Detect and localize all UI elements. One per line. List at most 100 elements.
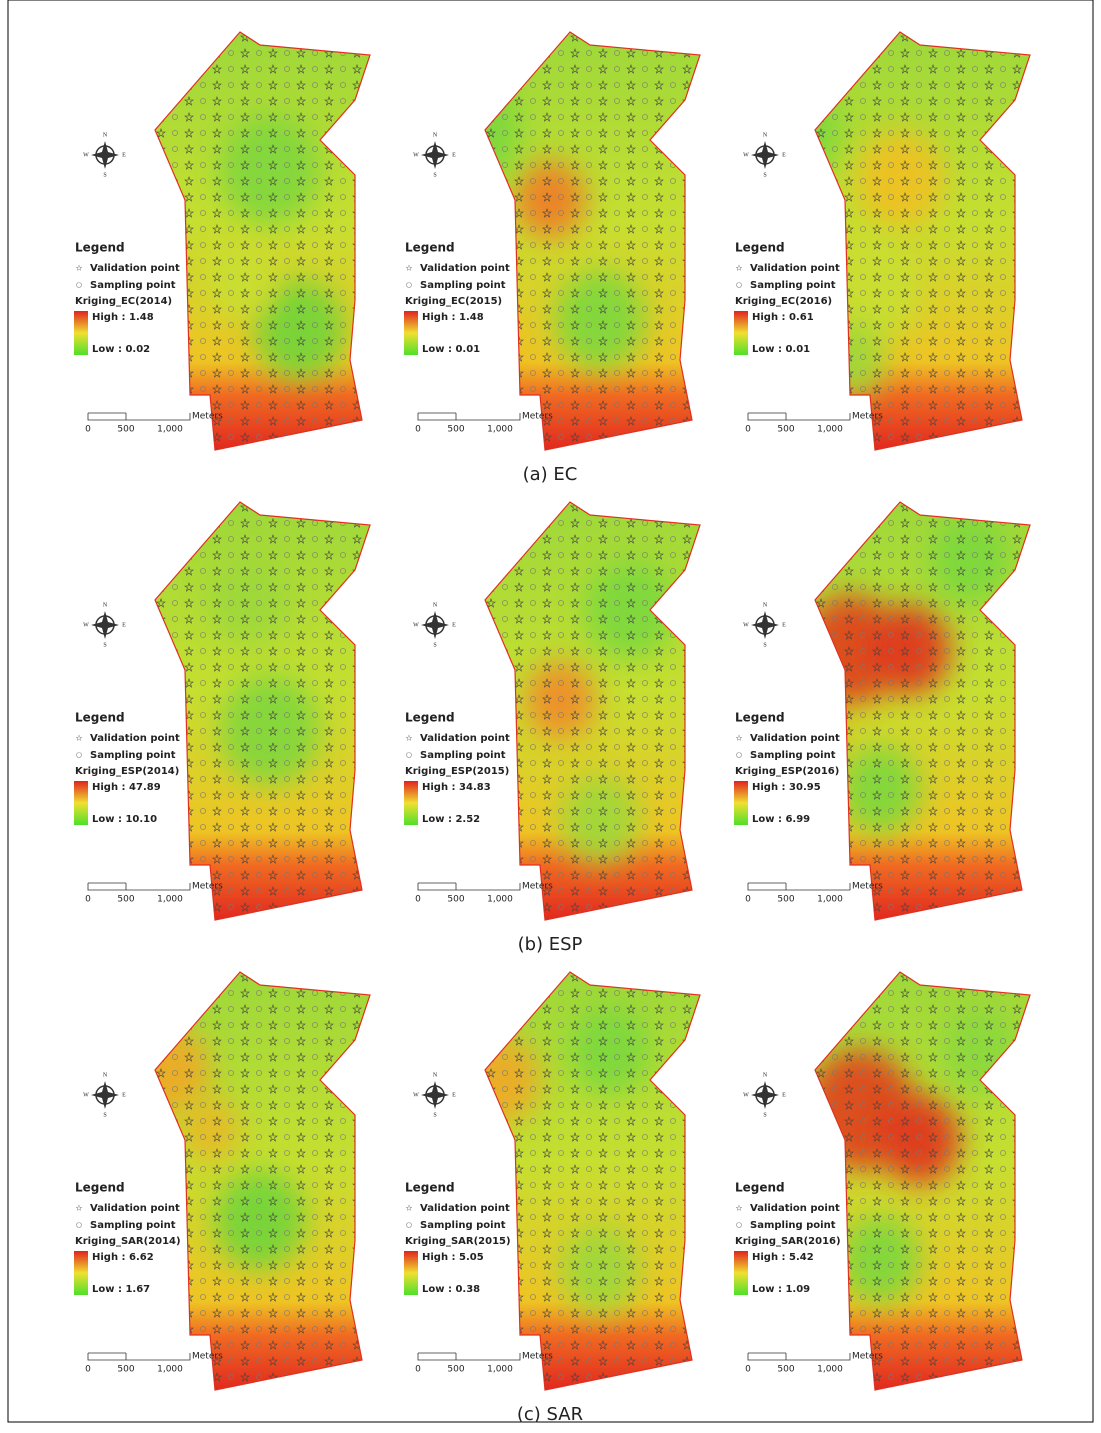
legend-circle [407,753,412,758]
kriging-surface [760,970,1030,1395]
compass-label: N [433,1072,438,1078]
scale-label: 1,000 [157,1365,183,1375]
caption: (c) SAR [517,1404,583,1425]
legend-high: High : 34.83 [422,782,491,793]
legend-low: Low : 1.09 [752,1284,810,1295]
compass-label: N [103,602,108,608]
scale-label: 500 [447,895,464,905]
compass-label: W [83,1092,89,1098]
scale-label: 0 [415,1365,421,1375]
layer-name: Kriging_EC(2014) [75,296,172,307]
scale-unit: Meters [852,412,883,422]
legend-star: ☆ [75,264,82,273]
legend-high: High : 30.95 [752,782,821,793]
legend-high: High : 47.89 [92,782,161,793]
color-ramp [734,781,748,825]
compass-label: S [103,172,106,178]
compass-label: W [413,152,419,158]
scale-unit: Meters [522,882,553,892]
layer-name: Kriging_SAR(2015) [405,1236,511,1247]
layer-name: Kriging_ESP(2015) [405,766,509,777]
layer-name: Kriging_SAR(2016) [735,1236,841,1247]
legend-validation: Validation point [750,263,840,274]
legend-circle [407,1223,412,1228]
kriging-surface [750,500,1030,925]
layer-name: Kriging_EC(2015) [405,296,502,307]
compass-rose [421,141,449,169]
points [810,970,1030,1395]
legend-title: Legend [735,711,785,725]
scale-label: 500 [777,425,794,435]
compass-label: N [433,602,438,608]
legend-validation: Validation point [420,1203,510,1214]
legend-high: High : 0.61 [752,312,814,323]
scale-bar [748,883,850,890]
legend-high: High : 5.05 [422,1252,484,1263]
figure: (a) ECNSWELegend☆Validation pointSamplin… [0,0,1101,1429]
legend-validation: Validation point [90,733,180,744]
compass-label: N [763,1072,768,1078]
compass-rose [421,611,449,639]
legend-title: Legend [75,1181,125,1195]
legend-title: Legend [735,1181,785,1195]
caption: (b) ESP [518,934,583,955]
compass-label: S [763,1112,766,1118]
compass-label: S [763,642,766,648]
scale-unit: Meters [852,1352,883,1362]
legend-title: Legend [735,241,785,255]
compass-label: N [433,132,438,138]
legend-low: Low : 10.10 [92,814,157,825]
compass-rose [91,1081,119,1109]
compass-rose [751,1081,779,1109]
scale-label: 1,000 [487,1365,513,1375]
compass-rose [751,141,779,169]
scale-label: 0 [415,425,421,435]
scale-label: 500 [117,425,134,435]
compass-label: W [413,622,419,628]
compass-label: E [122,622,126,628]
compass-label: E [452,152,456,158]
compass-rose [421,1081,449,1109]
legend-sampling: Sampling point [750,1220,836,1231]
compass-label: S [103,1112,106,1118]
legend-star: ☆ [405,734,412,743]
compass-label: W [743,622,749,628]
legend-circle [737,753,742,758]
legend-sampling: Sampling point [750,280,836,291]
compass-label: W [743,152,749,158]
color-ramp [404,1251,418,1295]
map-panel: NSWELegend☆Validation pointSampling poin… [734,500,1030,925]
legend-circle [77,1223,82,1228]
legend-star: ☆ [75,734,82,743]
legend-star: ☆ [735,1204,742,1213]
scale-unit: Meters [192,1352,223,1362]
color-ramp [404,781,418,825]
scale-bar [748,413,850,420]
legend-validation: Validation point [750,1203,840,1214]
points [480,970,700,1395]
compass-label: W [743,1092,749,1098]
compass-label: E [782,152,786,158]
points [810,500,1030,925]
scale-label: 500 [447,425,464,435]
scale-label: 1,000 [817,425,843,435]
compass-label: E [452,622,456,628]
legend-low: Low : 0.02 [92,344,150,355]
legend-title: Legend [405,241,455,255]
scale-label: 1,000 [157,425,183,435]
color-ramp [734,1251,748,1295]
scale-label: 0 [415,895,421,905]
legend-high: High : 6.62 [92,1252,154,1263]
scale-label: 0 [85,425,91,435]
legend-low: Low : 0.38 [422,1284,480,1295]
layer-name: Kriging_ESP(2014) [75,766,179,777]
legend-star: ☆ [405,264,412,273]
legend-sampling: Sampling point [420,280,506,291]
legend-sampling: Sampling point [420,1220,506,1231]
legend-high: High : 1.48 [422,312,484,323]
compass-rose [91,611,119,639]
legend-validation: Validation point [420,263,510,274]
scale-label: 1,000 [157,895,183,905]
